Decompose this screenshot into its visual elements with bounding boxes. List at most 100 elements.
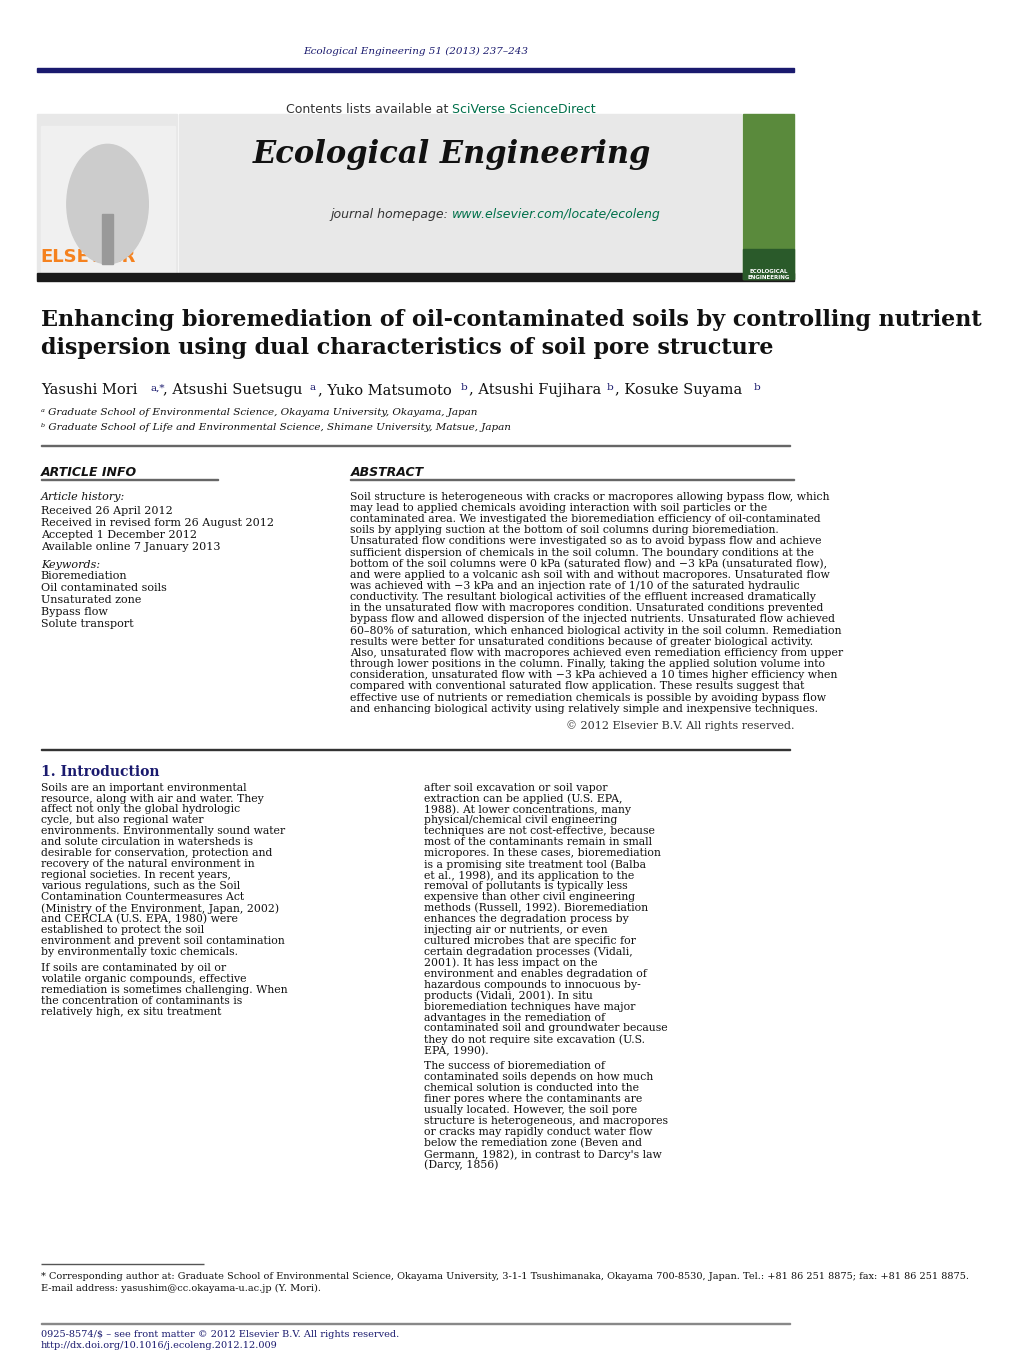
- Bar: [37, 68, 794, 72]
- Text: may lead to applied chemicals avoiding interaction with soil particles or the: may lead to applied chemicals avoiding i…: [351, 503, 766, 513]
- Text: advantages in the remediation of: advantages in the remediation of: [423, 1012, 604, 1023]
- Text: Yasushi Mori: Yasushi Mori: [41, 384, 138, 397]
- Text: expensive than other civil engineering: expensive than other civil engineering: [423, 892, 634, 902]
- Text: conductivity. The resultant biological activities of the effluent increased dram: conductivity. The resultant biological a…: [351, 592, 815, 603]
- Text: The success of bioremediation of: The success of bioremediation of: [423, 1062, 604, 1071]
- Text: Unsaturated flow conditions were investigated so as to avoid bypass flow and ach: Unsaturated flow conditions were investi…: [351, 536, 821, 546]
- Text: E-mail address: yasushim@cc.okayama-u.ac.jp (Y. Mori).: E-mail address: yasushim@cc.okayama-u.ac…: [41, 1285, 320, 1293]
- Text: contaminated area. We investigated the bioremediation efficiency of oil-contamin: contaminated area. We investigated the b…: [351, 515, 820, 524]
- Text: removal of pollutants is typically less: removal of pollutants is typically less: [423, 881, 627, 892]
- Text: , Atsushi Fujihara: , Atsushi Fujihara: [468, 384, 600, 397]
- Text: results were better for unsaturated conditions because of greater biological act: results were better for unsaturated cond…: [351, 636, 813, 647]
- Text: Soils are an important environmental: Soils are an important environmental: [41, 782, 247, 793]
- Text: Received 26 April 2012: Received 26 April 2012: [41, 505, 172, 516]
- Text: ABSTRACT: ABSTRACT: [351, 466, 423, 480]
- Text: by environmentally toxic chemicals.: by environmentally toxic chemicals.: [41, 947, 237, 957]
- Text: * Corresponding author at: Graduate School of Environmental Science, Okayama Uni: * Corresponding author at: Graduate Scho…: [41, 1273, 968, 1281]
- Text: and CERCLA (U.S. EPA, 1980) were: and CERCLA (U.S. EPA, 1980) were: [41, 915, 237, 924]
- Text: If soils are contaminated by oil or: If soils are contaminated by oil or: [41, 963, 225, 973]
- Text: certain degradation processes (Vidali,: certain degradation processes (Vidali,: [423, 947, 632, 958]
- Text: methods (Russell, 1992). Bioremediation: methods (Russell, 1992). Bioremediation: [423, 902, 647, 913]
- Bar: [102, 213, 113, 263]
- Text: Soil structure is heterogeneous with cracks or macropores allowing bypass flow, : Soil structure is heterogeneous with cra…: [351, 492, 829, 501]
- Ellipse shape: [67, 145, 148, 263]
- Text: b: b: [753, 384, 760, 392]
- Text: bypass flow and allowed dispersion of the injected nutrients. Unsaturated flow a: bypass flow and allowed dispersion of th…: [351, 615, 835, 624]
- Text: Article history:: Article history:: [41, 492, 125, 501]
- Bar: [37, 273, 794, 281]
- Text: ᵇ Graduate School of Life and Environmental Science, Shimane University, Matsue,: ᵇ Graduate School of Life and Environmen…: [41, 423, 511, 432]
- Text: b: b: [606, 384, 613, 392]
- Text: relatively high, ex situ treatment: relatively high, ex situ treatment: [41, 1006, 221, 1016]
- Text: injecting air or nutrients, or even: injecting air or nutrients, or even: [423, 925, 606, 935]
- Text: below the remediation zone (Beven and: below the remediation zone (Beven and: [423, 1138, 641, 1148]
- Text: effective use of nutrients or remediation chemicals is possible by avoiding bypa: effective use of nutrients or remediatio…: [351, 693, 825, 703]
- Bar: [179, 115, 741, 278]
- Text: (Ministry of the Environment, Japan, 2002): (Ministry of the Environment, Japan, 200…: [41, 902, 278, 913]
- Bar: [743, 249, 794, 278]
- Text: most of the contaminants remain in small: most of the contaminants remain in small: [423, 838, 651, 847]
- Text: compared with conventional saturated flow application. These results suggest tha: compared with conventional saturated flo…: [351, 681, 804, 692]
- Text: and enhancing biological activity using relatively simple and inexpensive techni: and enhancing biological activity using …: [351, 704, 817, 713]
- Text: affect not only the global hydrologic: affect not only the global hydrologic: [41, 804, 239, 815]
- Text: in the unsaturated flow with macropores condition. Unsaturated conditions preven: in the unsaturated flow with macropores …: [351, 604, 823, 613]
- Text: a,*: a,*: [151, 384, 165, 392]
- Text: volatile organic compounds, effective: volatile organic compounds, effective: [41, 974, 246, 984]
- Text: Received in revised form 26 August 2012: Received in revised form 26 August 2012: [41, 517, 273, 528]
- Text: 1988). At lower concentrations, many: 1988). At lower concentrations, many: [423, 804, 630, 815]
- Text: sufficient dispersion of chemicals in the soil column. The boundary conditions a: sufficient dispersion of chemicals in th…: [351, 547, 813, 558]
- Text: Bypass flow: Bypass flow: [41, 608, 108, 617]
- Text: after soil excavation or soil vapor: after soil excavation or soil vapor: [423, 782, 606, 793]
- Text: www.elsevier.com/locate/ecoleng: www.elsevier.com/locate/ecoleng: [451, 208, 660, 220]
- Text: cultured microbes that are specific for: cultured microbes that are specific for: [423, 936, 635, 946]
- Text: Contamination Countermeasures Act: Contamination Countermeasures Act: [41, 892, 244, 902]
- Text: , Yuko Matsumoto: , Yuko Matsumoto: [318, 384, 451, 397]
- Text: environment and prevent soil contamination: environment and prevent soil contaminati…: [41, 936, 284, 946]
- Text: ECOLOGICAL
ENGINEERING: ECOLOGICAL ENGINEERING: [747, 269, 789, 280]
- Text: Keywords:: Keywords:: [41, 559, 100, 570]
- Text: bioremediation techniques have major: bioremediation techniques have major: [423, 1001, 635, 1012]
- Text: physical/chemical civil engineering: physical/chemical civil engineering: [423, 816, 616, 825]
- Text: through lower positions in the column. Finally, taking the applied solution volu: through lower positions in the column. F…: [351, 659, 824, 669]
- Text: Enhancing bioremediation of oil-contaminated soils by controlling nutrient
dispe: Enhancing bioremediation of oil-contamin…: [41, 308, 980, 359]
- Text: hazardous compounds to innocuous by-: hazardous compounds to innocuous by-: [423, 979, 640, 990]
- Text: and were applied to a volcanic ash soil with and without macropores. Unsaturated: and were applied to a volcanic ash soil …: [351, 570, 829, 580]
- Text: cycle, but also regional water: cycle, but also regional water: [41, 816, 203, 825]
- Text: Available online 7 January 2013: Available online 7 January 2013: [41, 542, 220, 551]
- Text: b: b: [460, 384, 467, 392]
- Text: various regulations, such as the Soil: various regulations, such as the Soil: [41, 881, 239, 892]
- Text: Unsaturated zone: Unsaturated zone: [41, 596, 141, 605]
- Bar: [743, 115, 794, 278]
- Text: the concentration of contaminants is: the concentration of contaminants is: [41, 996, 242, 1005]
- Text: regional societies. In recent years,: regional societies. In recent years,: [41, 870, 230, 880]
- Text: © 2012 Elsevier B.V. All rights reserved.: © 2012 Elsevier B.V. All rights reserved…: [566, 720, 794, 731]
- Text: http://dx.doi.org/10.1016/j.ecoleng.2012.12.009: http://dx.doi.org/10.1016/j.ecoleng.2012…: [41, 1342, 277, 1350]
- Text: 60–80% of saturation, which enhanced biological activity in the soil column. Rem: 60–80% of saturation, which enhanced bio…: [351, 626, 841, 636]
- Text: SciVerse ScienceDirect: SciVerse ScienceDirect: [451, 103, 595, 116]
- Text: desirable for conservation, protection and: desirable for conservation, protection a…: [41, 848, 272, 858]
- Text: ARTICLE INFO: ARTICLE INFO: [41, 466, 137, 480]
- Text: remediation is sometimes challenging. When: remediation is sometimes challenging. Wh…: [41, 985, 287, 994]
- Text: bottom of the soil columns were 0 kPa (saturated flow) and −3 kPa (unsaturated f: bottom of the soil columns were 0 kPa (s…: [351, 559, 826, 569]
- Text: Oil contaminated soils: Oil contaminated soils: [41, 584, 166, 593]
- Text: extraction can be applied (U.S. EPA,: extraction can be applied (U.S. EPA,: [423, 793, 622, 804]
- Text: recovery of the natural environment in: recovery of the natural environment in: [41, 859, 254, 869]
- Text: (Darcy, 1856): (Darcy, 1856): [423, 1161, 497, 1170]
- Text: techniques are not cost-effective, because: techniques are not cost-effective, becau…: [423, 827, 654, 836]
- Text: a: a: [310, 384, 316, 392]
- Text: Solute transport: Solute transport: [41, 619, 133, 630]
- Text: contaminated soil and groundwater because: contaminated soil and groundwater becaus…: [423, 1024, 666, 1034]
- Text: Ecological Engineering: Ecological Engineering: [253, 139, 651, 170]
- Text: or cracks may rapidly conduct water flow: or cracks may rapidly conduct water flow: [423, 1127, 651, 1138]
- Text: 0925-8574/$ – see front matter © 2012 Elsevier B.V. All rights reserved.: 0925-8574/$ – see front matter © 2012 El…: [41, 1331, 398, 1339]
- Text: was achieved with −3 kPa and an injection rate of 1/10 of the saturated hydrauli: was achieved with −3 kPa and an injectio…: [351, 581, 799, 590]
- Text: usually located. However, the soil pore: usually located. However, the soil pore: [423, 1105, 636, 1115]
- Text: is a promising site treatment tool (Balba: is a promising site treatment tool (Balb…: [423, 859, 645, 870]
- Text: EPA, 1990).: EPA, 1990).: [423, 1046, 488, 1055]
- Bar: [41, 127, 175, 274]
- Text: environment and enables degradation of: environment and enables degradation of: [423, 969, 646, 978]
- Text: soils by applying suction at the bottom of soil columns during bioremediation.: soils by applying suction at the bottom …: [351, 526, 779, 535]
- Text: and solute circulation in watersheds is: and solute circulation in watersheds is: [41, 838, 253, 847]
- Text: resource, along with air and water. They: resource, along with air and water. They: [41, 793, 263, 804]
- Text: environments. Environmentally sound water: environments. Environmentally sound wate…: [41, 827, 284, 836]
